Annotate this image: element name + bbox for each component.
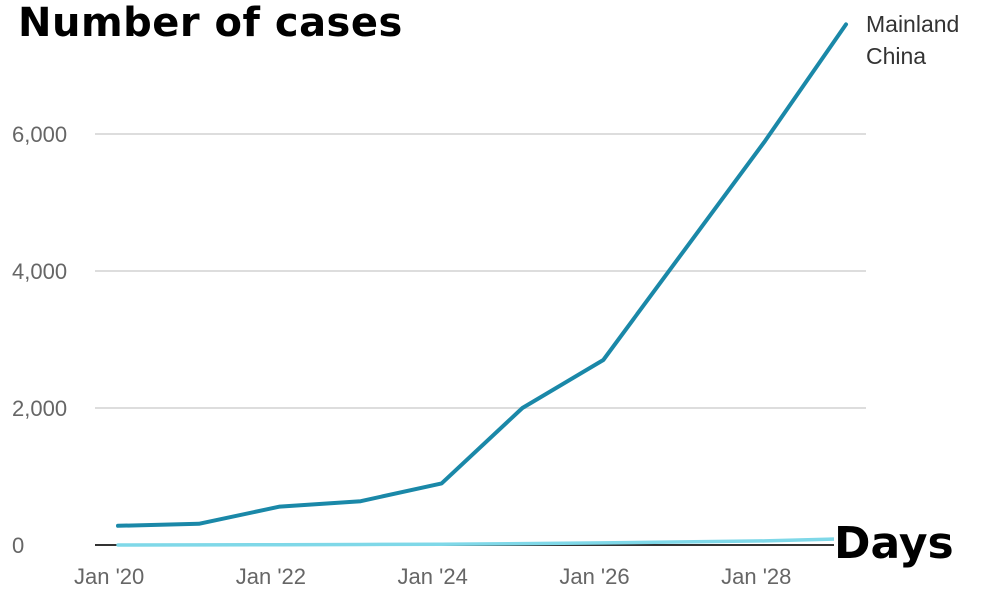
y-tick-label: 0 <box>12 533 24 558</box>
x-tick-label: Jan '22 <box>236 564 306 589</box>
series-lines <box>116 22 848 547</box>
series-line-mainland-china <box>116 22 848 528</box>
gridlines <box>95 133 866 409</box>
y-tick-label: 4,000 <box>12 259 67 284</box>
x-axis-label: Days <box>834 518 960 570</box>
x-tick-label: Jan '28 <box>721 564 791 589</box>
y-axis-ticks: 0 2,000 4,000 6,000 <box>12 122 67 558</box>
x-tick-label: Jan '20 <box>74 564 144 589</box>
x-tick-label: Jan '24 <box>398 564 468 589</box>
x-axis-ticks: Jan '20 Jan '22 Jan '24 Jan '26 Jan '28 <box>74 564 791 589</box>
chart-title: Number of cases <box>18 0 403 46</box>
x-tick-label: Jan '26 <box>559 564 629 589</box>
y-tick-label: 6,000 <box>12 122 67 147</box>
y-tick-label: 2,000 <box>12 396 67 421</box>
series-line-other <box>116 537 848 547</box>
series-label-mainland-china: Mainland China <box>866 11 960 69</box>
